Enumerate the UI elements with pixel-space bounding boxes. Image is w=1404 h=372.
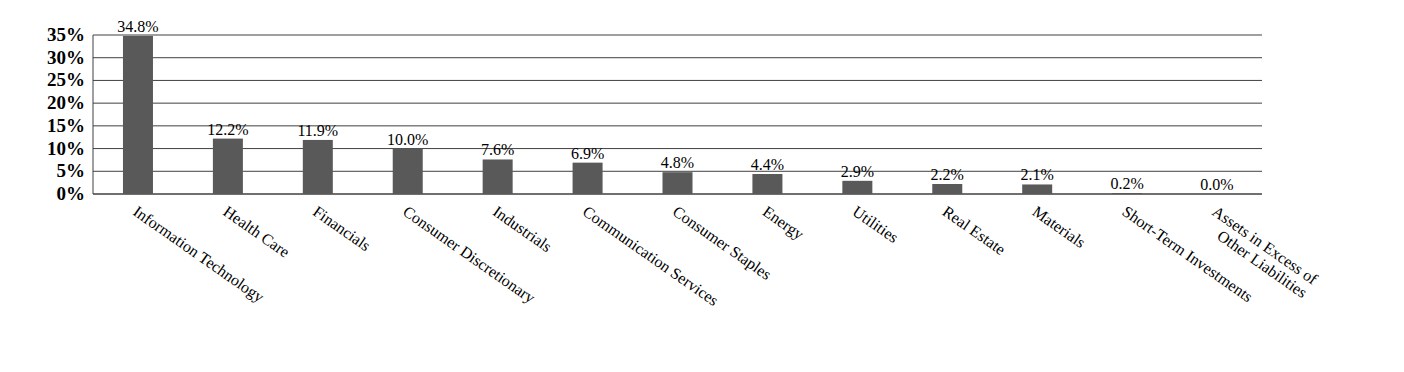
chart-container: 0%5%10%15%20%25%30%35% 34.8% 12.2% 11.9% 10.… (0, 0, 1404, 372)
bar (1112, 193, 1142, 194)
data-label: 0.0% (1200, 176, 1233, 193)
y-tick-label: 0% (57, 183, 86, 204)
data-label: 7.6% (481, 141, 514, 158)
bar (1022, 184, 1052, 194)
x-tick-label: Materials (1029, 203, 1088, 252)
y-tick-label: 35% (47, 24, 85, 45)
data-label: 0.2% (1110, 175, 1143, 192)
data-label: 2.9% (841, 163, 874, 180)
chart-svg: 0%5%10%15%20%25%30%35% 34.8% 12.2% 11.9% 10.… (0, 0, 1404, 372)
x-tick-label: Industrials (490, 203, 555, 256)
bar (303, 140, 333, 194)
data-label: 11.9% (297, 122, 338, 139)
data-label: 6.9% (571, 145, 604, 162)
y-tick-label: 15% (47, 115, 85, 136)
x-tick-label: Financials (310, 203, 374, 255)
bar (1202, 194, 1232, 195)
grid-line (93, 35, 1262, 36)
x-tick-label-line: Other Liabilities (1214, 227, 1310, 301)
grid-line (93, 125, 1262, 126)
y-tick-label: 30% (47, 47, 85, 68)
grid-line (93, 80, 1262, 81)
data-label: 4.8% (661, 154, 694, 171)
grid-line (93, 148, 1262, 149)
data-label: 2.1% (1021, 166, 1054, 183)
data-label: 2.2% (931, 166, 964, 183)
data-label: 4.4% (751, 156, 784, 173)
grid-line (93, 57, 1262, 58)
x-tick-label: Consumer Staples (669, 203, 774, 284)
x-tick-label: Assets in Excess ofOther Liabilities (1200, 203, 1322, 302)
bar (842, 181, 872, 194)
y-tick-label: 10% (47, 138, 85, 159)
bar (213, 139, 243, 194)
y-tick-label: 20% (47, 92, 85, 113)
bar (663, 172, 693, 194)
bar (932, 184, 962, 194)
x-tick-label: Real Estate (940, 203, 1009, 258)
bar (573, 163, 603, 194)
grid-line (93, 103, 1262, 104)
y-tick-label: 25% (47, 69, 85, 90)
grid (93, 35, 1262, 194)
y-axis-line (93, 35, 94, 194)
bars (123, 36, 1142, 194)
data-label: 12.2% (207, 121, 248, 138)
bar (483, 159, 513, 194)
bar (752, 174, 782, 194)
x-tick-label: Energy (759, 203, 807, 244)
data-label: 34.8% (117, 18, 158, 35)
data-label: 10.0% (387, 131, 428, 148)
bar (123, 36, 153, 194)
x-tick-label: Utilities (850, 203, 902, 247)
x-tick-label: Health Care (220, 203, 293, 261)
y-tick-label: 5% (57, 160, 86, 181)
bar (393, 149, 423, 194)
